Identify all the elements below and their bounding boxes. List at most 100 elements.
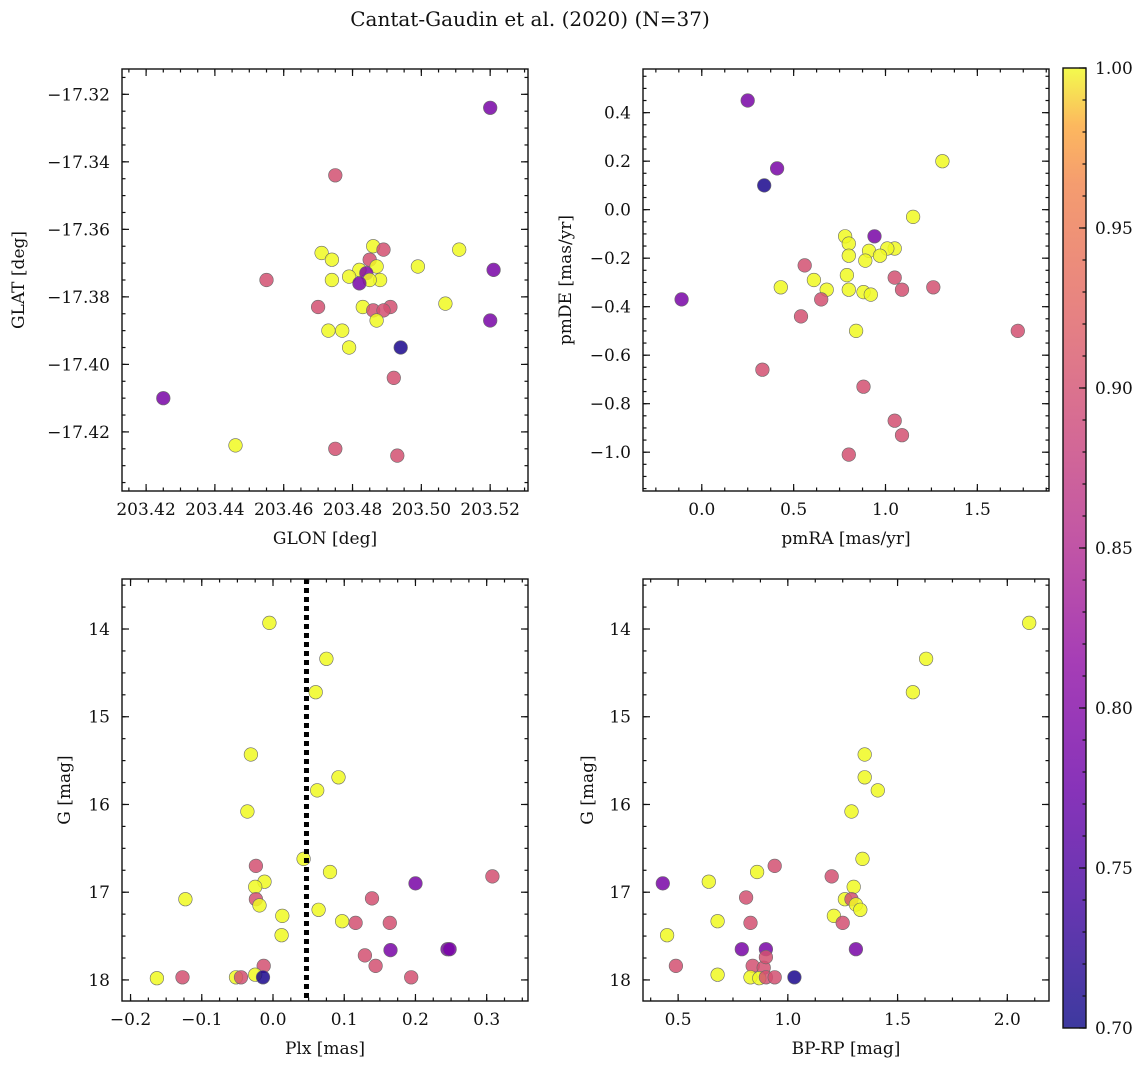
scatter-point <box>348 915 363 931</box>
scatter-point <box>393 340 408 355</box>
axes-frame <box>642 68 1050 492</box>
colorbar-tick-label: 0.85 <box>1095 539 1133 559</box>
y-tick-label: 14 <box>88 620 110 640</box>
y-tick-label: −0.2 <box>590 249 631 269</box>
scatter-point <box>328 168 343 183</box>
y-tick-label: −17.40 <box>47 355 110 375</box>
colorbar-tick-label: 0.95 <box>1095 219 1133 239</box>
scatter-point <box>308 685 323 700</box>
y-tick-label: 14 <box>609 620 631 640</box>
scatter-point <box>926 280 941 295</box>
scatter-point <box>841 236 856 251</box>
scatter-point <box>311 299 326 315</box>
scatter-point <box>328 441 343 456</box>
x-tick-label: −0.2 <box>110 1010 151 1030</box>
scatter-point <box>324 252 340 267</box>
scatter-point <box>452 242 467 257</box>
scatter-point <box>848 323 864 339</box>
scatter-point <box>710 914 725 929</box>
x-tick-label: 0.2 <box>402 1010 429 1030</box>
x-tick-label: 203.42 <box>116 500 175 520</box>
x-tick-label: 0.1 <box>331 1010 358 1030</box>
axes-frame <box>642 578 1050 1002</box>
scatter-point <box>905 209 921 224</box>
x-axis-label: pmRA [mas/yr] <box>781 529 910 549</box>
y-tick-label: −17.34 <box>47 153 110 173</box>
x-tick-label: 203.44 <box>185 500 244 520</box>
x-tick-label: 203.50 <box>392 500 451 520</box>
scatter-point <box>178 892 193 907</box>
x-tick-label: 203.52 <box>460 500 519 520</box>
scatter-point <box>905 685 921 700</box>
scatter-point <box>894 428 910 443</box>
y-tick-label: 17 <box>88 883 110 903</box>
x-tick-label: 0.5 <box>780 500 807 520</box>
scatter-point <box>438 296 453 311</box>
y-axis-label: G [mag] <box>578 755 598 824</box>
y-tick-label: 0.4 <box>604 104 631 124</box>
scatter-point <box>319 651 334 666</box>
scatter-point <box>918 651 934 666</box>
scatter-point <box>848 942 864 957</box>
scatter-point <box>858 253 873 268</box>
x-axis-label: Plx [mas] <box>285 1039 365 1059</box>
x-tick-label: 0.0 <box>688 500 715 520</box>
scatter-point <box>872 248 888 263</box>
scatter-point <box>668 958 684 974</box>
scatter-point <box>659 928 675 943</box>
colorbar-tick-label: 0.75 <box>1095 859 1133 879</box>
scatter-point <box>841 248 856 263</box>
y-tick-label: −0.4 <box>590 298 631 318</box>
panel-glon-glat: 203.42 203.44 203.46 203.48 203.50 203.52 −17.… <box>9 68 529 549</box>
scatter-point <box>382 915 397 931</box>
scatter-point <box>758 949 774 965</box>
panel-bprp-g: 0.5 1.0 1.5 2.0 14 15 16 17 18 BP-RP [mag] G [mag] <box>578 578 1050 1059</box>
scatter-point <box>364 891 380 906</box>
x-tick-label: 203.46 <box>254 500 313 520</box>
scatter-point <box>857 747 872 762</box>
scatter-point <box>321 323 336 338</box>
scatter-point <box>743 915 758 931</box>
x-axis-label: BP-RP [mag] <box>792 1039 901 1059</box>
scatter-point <box>274 928 289 943</box>
scatter-point <box>483 313 498 328</box>
scatter-point <box>738 890 754 905</box>
scatter-point <box>322 864 338 880</box>
points <box>156 100 501 463</box>
x-tick-label: 0.3 <box>473 1010 500 1030</box>
scatter-point <box>252 898 267 913</box>
scatter-point <box>275 908 290 924</box>
y-tick-label: 15 <box>609 708 631 728</box>
scatter-point <box>175 970 190 985</box>
scatter-point <box>767 970 782 985</box>
scatter-point <box>749 864 765 880</box>
scatter-point <box>870 783 885 798</box>
panels: 203.42 203.44 203.46 203.48 203.50 203.52 −17.… <box>9 68 1050 1059</box>
scatter-point <box>486 262 501 278</box>
scatter-point <box>655 876 670 891</box>
scatter-point <box>856 379 871 394</box>
scatter-point <box>240 804 255 819</box>
x-tick-label: 0.0 <box>259 1010 286 1030</box>
x-tick-label: 1.0 <box>872 500 899 520</box>
y-tick-label: 16 <box>609 795 631 815</box>
figure-title: Cantat-Gaudin et al. (2020) (N=37) <box>350 7 710 31</box>
y-tick-label: 16 <box>88 795 110 815</box>
panel-plx-g: −0.2 −0.1 0.0 0.1 0.2 0.3 14 15 16 17 18 Plx [mas] G… <box>55 578 529 1059</box>
scatter-point <box>369 259 384 274</box>
scatter-point <box>793 309 809 324</box>
scatter-point <box>357 948 373 963</box>
y-tick-label: −17.32 <box>47 85 110 105</box>
panel-pmra-pmde: 0.0 0.5 1.0 1.5 0.4 0.2 0.0 −0.2 −0.4 −0.6 −0.8 −1.… <box>556 68 1050 549</box>
colorbar: 0.70 0.75 0.80 0.85 0.90 0.95 1.00 <box>1062 59 1133 1039</box>
scatter-point <box>149 971 164 986</box>
scatter-point <box>935 154 950 169</box>
y-tick-label: 15 <box>88 708 110 728</box>
scatter-point <box>841 447 856 462</box>
scatter-point <box>331 770 346 785</box>
scatter-point <box>390 448 405 463</box>
scatter-point <box>887 413 902 428</box>
scatter-point <box>335 914 350 929</box>
scatter-point <box>841 282 856 297</box>
